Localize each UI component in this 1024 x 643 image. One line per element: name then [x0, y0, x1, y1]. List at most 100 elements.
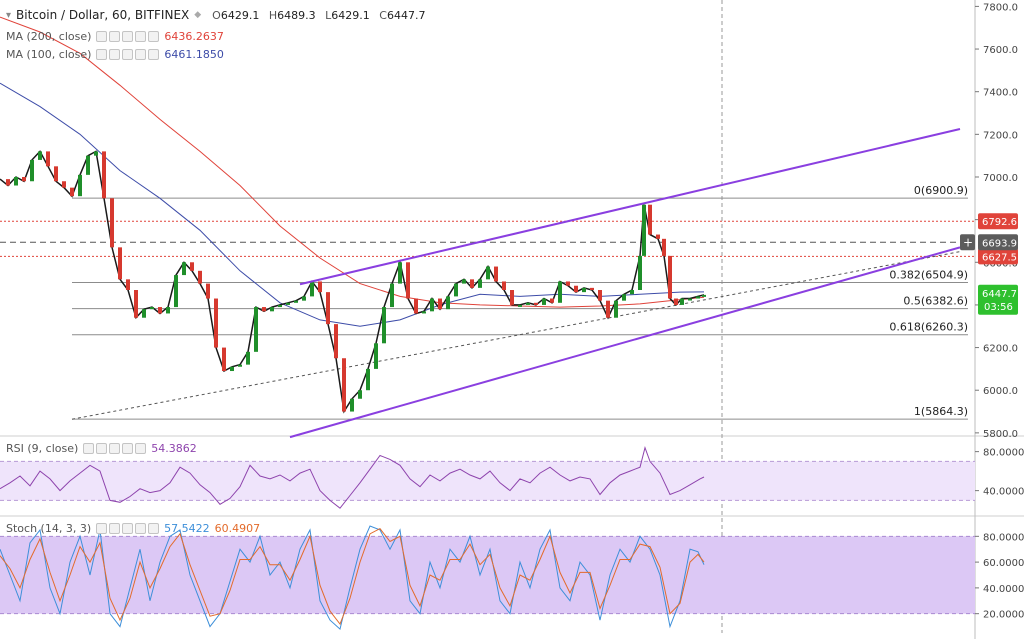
rsi-controls[interactable]: [83, 443, 147, 454]
price-candle: [198, 270, 202, 284]
rsi-line: [0, 446, 705, 509]
visibility-eye-icon[interactable]: [83, 443, 95, 454]
price-candle: [30, 159, 34, 182]
price-candle: [566, 281, 570, 286]
ma100-controls[interactable]: [96, 49, 160, 60]
last-price-tag: [978, 284, 1018, 315]
crosshair-plus-glyph: +: [963, 235, 973, 249]
rsi-band: [0, 461, 975, 501]
source-code-icon[interactable]: [122, 49, 134, 60]
last-price-text: 6447.7: [982, 289, 1017, 300]
ma100-label[interactable]: MA (100, close): [6, 48, 92, 61]
price-candle: [342, 358, 346, 412]
price-tick-label: 6200.0: [983, 344, 1018, 355]
price-candle: [438, 298, 442, 310]
ma100-value: 6461.1850: [164, 48, 224, 61]
ma200-line: [0, 16, 705, 308]
price-tick-label: 7000.0: [983, 173, 1018, 184]
visibility-eye-icon[interactable]: [96, 31, 108, 42]
settings-gear-icon[interactable]: [109, 31, 121, 42]
visibility-eye-icon[interactable]: [96, 49, 108, 60]
collapse-chevron-icon[interactable]: ▾: [6, 9, 12, 21]
rsi-tick-label: 40.0000: [983, 487, 1024, 498]
price-candle: [696, 296, 700, 299]
price-candle: [606, 300, 610, 318]
stoch-tick-label: 60.0000: [983, 558, 1024, 569]
source-code-icon[interactable]: [109, 443, 121, 454]
price-candle: [454, 283, 458, 297]
crosshair-plus-icon: [960, 234, 975, 251]
price-candle: [78, 174, 82, 197]
remove-x-icon[interactable]: [148, 523, 160, 534]
ma200-label[interactable]: MA (200, close): [6, 30, 92, 43]
visibility-eye-icon[interactable]: [96, 523, 108, 534]
channel-line: [299, 128, 961, 286]
price-candle: [166, 307, 170, 314]
price-tick-label: 6000.0: [983, 386, 1018, 397]
price-candle: [246, 351, 250, 365]
symbol-title[interactable]: Bitcoin / Dollar, 60, BITFINEX: [16, 8, 190, 22]
stoch-tick-label: 80.0000: [983, 532, 1024, 543]
price-candle: [310, 281, 314, 297]
ma200-legend[interactable]: MA (200, close) 6436.2637: [6, 30, 224, 43]
price-candle: [390, 283, 394, 308]
price-candle: [680, 298, 684, 305]
price-candle: [422, 311, 426, 314]
source-code-icon[interactable]: [122, 523, 134, 534]
price-candle: [230, 366, 234, 372]
dropdown-icon[interactable]: ◆: [194, 10, 202, 20]
price-candle: [254, 307, 258, 352]
price-candle: [478, 279, 482, 288]
price-candle: [414, 298, 418, 314]
add-plus-icon[interactable]: [122, 443, 134, 454]
price-candle: [614, 300, 618, 318]
price-candle: [182, 262, 186, 276]
settings-gear-icon[interactable]: [96, 443, 108, 454]
stoch-tick-label: 40.0000: [983, 584, 1024, 595]
price-candle: [638, 255, 642, 290]
price-candle: [94, 151, 98, 156]
settings-gear-icon[interactable]: [109, 523, 121, 534]
price-candle: [430, 298, 434, 312]
price-candle: [494, 266, 498, 282]
price-candle: [374, 343, 378, 369]
price-candle: [302, 296, 306, 301]
add-plus-icon[interactable]: [135, 523, 147, 534]
fib-level-label: 0.382(6504.9): [889, 269, 968, 282]
stoch-label[interactable]: Stoch (14, 3, 3): [6, 522, 92, 535]
price-candle: [598, 290, 602, 301]
rsi-label[interactable]: RSI (9, close): [6, 442, 79, 455]
price-candle: [222, 347, 226, 372]
price-candle: [190, 262, 194, 271]
price-candle: [630, 290, 634, 295]
remove-x-icon[interactable]: [135, 443, 147, 454]
source-code-icon[interactable]: [122, 31, 134, 42]
ohlc-values: O6429.1 H6489.3 L6429.1 C6447.7: [212, 8, 426, 22]
price-label-text: 6627.5: [982, 252, 1017, 263]
stoch-legend[interactable]: Stoch (14, 3, 3) 57.5422 60.4907: [6, 522, 260, 535]
ma200-controls[interactable]: [96, 31, 160, 42]
stoch-k-value: 57.5422: [164, 522, 210, 535]
price-candle: [590, 287, 594, 290]
price-tick-label: 7800.0: [983, 2, 1018, 13]
ma100-legend[interactable]: MA (100, close) 6461.1850: [6, 48, 224, 61]
price-candle: [502, 281, 506, 290]
add-plus-icon[interactable]: [135, 49, 147, 60]
remove-x-icon[interactable]: [148, 49, 160, 60]
add-plus-icon[interactable]: [135, 31, 147, 42]
price-label-tag: [978, 213, 1018, 230]
price-candle: [582, 287, 586, 293]
price-candle: [326, 292, 330, 325]
symbol-legend[interactable]: ▾ Bitcoin / Dollar, 60, BITFINEX ◆ O6429…: [6, 8, 425, 22]
price-candle: [278, 304, 282, 308]
price-candle: [22, 176, 26, 182]
rsi-legend[interactable]: RSI (9, close) 54.3862: [6, 442, 197, 455]
price-tick-label: 5800.0: [983, 429, 1018, 440]
settings-gear-icon[interactable]: [109, 49, 121, 60]
stoch-controls[interactable]: [96, 523, 160, 534]
stoch-d-value: 60.4907: [214, 522, 261, 535]
price-candle: [46, 151, 50, 167]
remove-x-icon[interactable]: [148, 31, 160, 42]
